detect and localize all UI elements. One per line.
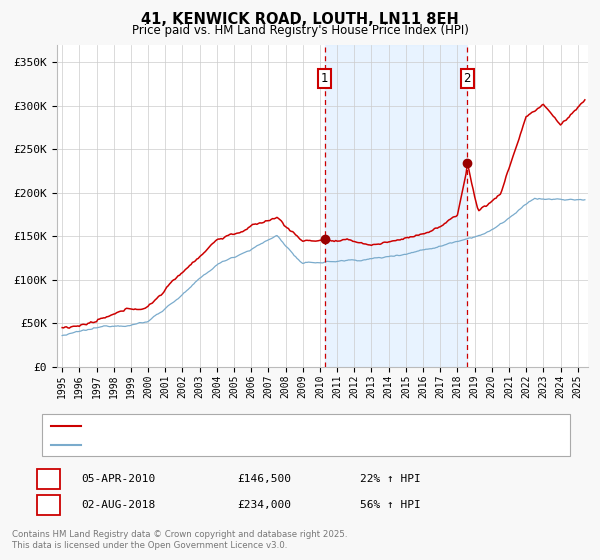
- Text: Contains HM Land Registry data © Crown copyright and database right 2025.: Contains HM Land Registry data © Crown c…: [12, 530, 347, 539]
- Text: 22% ↑ HPI: 22% ↑ HPI: [360, 474, 421, 484]
- Text: 2: 2: [464, 72, 471, 85]
- Text: 02-AUG-2018: 02-AUG-2018: [81, 500, 155, 510]
- Bar: [325, 45, 467, 367]
- Text: 05-APR-2010: 05-APR-2010: [81, 474, 155, 484]
- Text: 41, KENWICK ROAD, LOUTH, LN11 8EH (semi-detached house): 41, KENWICK ROAD, LOUTH, LN11 8EH (semi-…: [85, 421, 429, 431]
- Text: HPI: Average price, semi-detached house, East Lindsey: HPI: Average price, semi-detached house,…: [85, 440, 416, 450]
- Text: Price paid vs. HM Land Registry's House Price Index (HPI): Price paid vs. HM Land Registry's House …: [131, 24, 469, 37]
- Text: This data is licensed under the Open Government Licence v3.0.: This data is licensed under the Open Gov…: [12, 541, 287, 550]
- Text: 1: 1: [44, 472, 52, 486]
- Text: 41, KENWICK ROAD, LOUTH, LN11 8EH: 41, KENWICK ROAD, LOUTH, LN11 8EH: [141, 12, 459, 27]
- Text: 2: 2: [44, 498, 52, 512]
- Text: £146,500: £146,500: [237, 474, 291, 484]
- Text: £234,000: £234,000: [237, 500, 291, 510]
- Text: 56% ↑ HPI: 56% ↑ HPI: [360, 500, 421, 510]
- Text: 1: 1: [321, 72, 328, 85]
